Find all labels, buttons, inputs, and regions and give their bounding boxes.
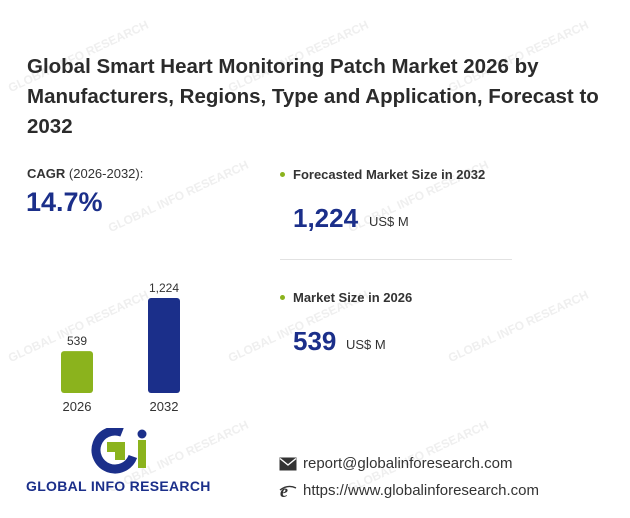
email-text[interactable]: report@globalinforesearch.com bbox=[303, 455, 513, 472]
bar-2026 bbox=[61, 351, 93, 393]
bar-value-label: 539 bbox=[67, 334, 87, 348]
watermark-text: GLOBAL INFO RESEARCH bbox=[446, 288, 591, 365]
stat-divider bbox=[280, 259, 512, 260]
envelope-icon bbox=[279, 457, 297, 471]
bar-category-label: 2026 bbox=[63, 399, 92, 414]
bar-2032 bbox=[148, 298, 180, 393]
svg-text:e: e bbox=[280, 482, 288, 500]
contact-website[interactable]: e https://www.globalinforesearch.com bbox=[279, 482, 539, 500]
company-logo bbox=[91, 428, 147, 474]
market-size-bar-chart: 539 2026 1,224 2032 bbox=[61, 281, 180, 414]
logo-text: GLOBAL INFO RESEARCH bbox=[26, 478, 211, 494]
browser-e-icon: e bbox=[279, 482, 297, 500]
website-text[interactable]: https://www.globalinforesearch.com bbox=[303, 482, 539, 499]
cagr-period: (2026-2032): bbox=[68, 166, 144, 181]
current-heading: Market Size in 2026 bbox=[293, 290, 413, 305]
forecast-unit: US$ M bbox=[369, 214, 409, 229]
bar-category-label: 2032 bbox=[150, 399, 179, 414]
cagr-value: 14.7% bbox=[26, 187, 103, 217]
bullet-icon bbox=[280, 172, 285, 177]
contact-email[interactable]: report@globalinforesearch.com bbox=[279, 455, 513, 472]
bar-value-label: 1,224 bbox=[149, 281, 179, 295]
cagr-label: CAGR (2026-2032): bbox=[27, 166, 143, 181]
report-title: Global Smart Heart Monitoring Patch Mark… bbox=[27, 55, 599, 138]
current-unit: US$ M bbox=[346, 337, 386, 352]
current-value: 539 bbox=[293, 326, 337, 356]
cagr-label-bold: CAGR bbox=[27, 166, 66, 181]
bullet-icon bbox=[280, 295, 285, 300]
forecast-value: 1,224 bbox=[293, 203, 359, 233]
forecast-heading: Forecasted Market Size in 2032 bbox=[293, 167, 486, 182]
